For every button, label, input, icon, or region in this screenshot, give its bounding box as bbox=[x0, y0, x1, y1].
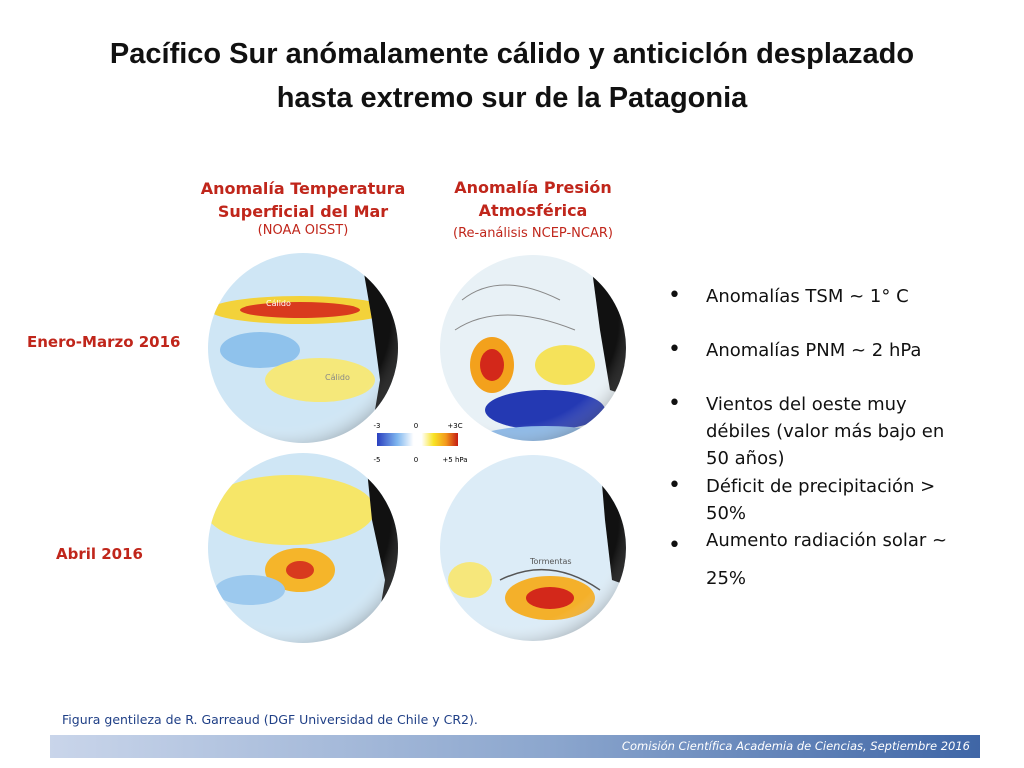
colorbar-label: +5 hPa bbox=[442, 456, 467, 464]
colorbar-label: 0 bbox=[414, 422, 418, 430]
panel-title: Atmosférica bbox=[478, 201, 588, 220]
globe-shade bbox=[440, 255, 626, 441]
bullet-text: Aumento radiación solar ~ 25% bbox=[706, 530, 948, 589]
title-line: hasta extremo sur de la Patagonia bbox=[276, 82, 748, 114]
colorbar-label: +3C bbox=[447, 422, 462, 430]
footer-bar: Comisión Científica Academia de Ciencias… bbox=[50, 735, 980, 758]
map-label: Tormentas bbox=[529, 557, 572, 566]
colorbar-label: -3 bbox=[374, 422, 381, 430]
bullet-text: Anomalías PNM ~ 2 hPa bbox=[706, 340, 922, 361]
bullet-text: Vientos del oeste muy débiles (valor más… bbox=[706, 394, 945, 469]
bullet: Aumento radiación solar ~ 25% bbox=[668, 527, 972, 598]
map-label: Cálido bbox=[266, 299, 291, 308]
panel-source: (Re-análisis NCEP-NCAR) bbox=[453, 226, 613, 241]
panel-source: (NOAA OISST) bbox=[257, 223, 349, 238]
colorbar-label: -5 bbox=[374, 456, 381, 464]
colorbar bbox=[377, 433, 458, 446]
bullet-text: Anomalías TSM ~ 1° C bbox=[706, 286, 909, 307]
panel-title: Superficial del Mar bbox=[217, 202, 389, 221]
row-label: Enero-Marzo 2016 bbox=[27, 333, 181, 351]
row-label: Abril 2016 bbox=[56, 545, 143, 563]
globe-shade bbox=[208, 253, 398, 443]
title-line: Pacífico Sur anómalamente cálido y antic… bbox=[109, 38, 915, 70]
globe-shade bbox=[208, 453, 398, 643]
bullet: Vientos del oeste muy débiles (valor más… bbox=[668, 390, 972, 472]
credit: Figura gentileza de R. Garreaud (DGF Uni… bbox=[62, 712, 478, 727]
globe-shade bbox=[440, 455, 626, 641]
panel-title: Anomalía Presión bbox=[454, 178, 612, 197]
colorbar-label: 0 bbox=[414, 456, 418, 464]
map-label: Cálido bbox=[325, 373, 350, 382]
panel-header: Anomalía Temperatura Superficial del Mar… bbox=[183, 177, 423, 238]
footer-text: Comisión Científica Academia de Ciencias… bbox=[621, 739, 970, 753]
bullet-text: Déficit de precipitación > 50% bbox=[706, 476, 936, 524]
bullet: Déficit de precipitación > 50% bbox=[668, 472, 972, 527]
panel-header: Anomalía Presión Atmosférica (Re-análisi… bbox=[413, 176, 653, 241]
bullet: Anomalías TSM ~ 1° C bbox=[668, 282, 972, 310]
bullet: Anomalías PNM ~ 2 hPa bbox=[668, 336, 972, 364]
panel-title: Anomalía Temperatura bbox=[200, 179, 406, 198]
